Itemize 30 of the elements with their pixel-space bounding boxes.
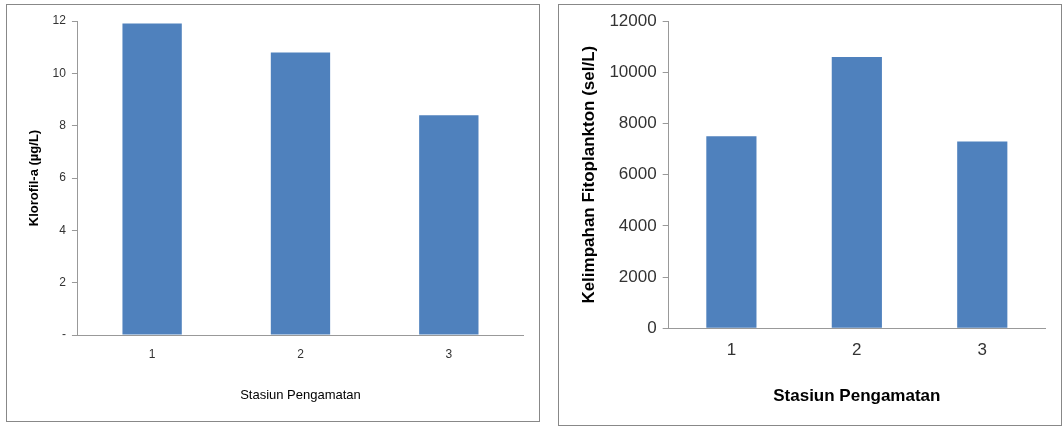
y-tick-label: 4: [59, 222, 67, 237]
bar: [270, 52, 331, 335]
y-tick-label: 10000: [609, 62, 657, 82]
bar: [419, 115, 479, 335]
y-tick-label: 10: [52, 65, 67, 80]
bar: [706, 136, 757, 328]
x-axis-title: Stasiun Pengamatan: [240, 386, 361, 402]
y-tick-label: 6000: [618, 164, 657, 184]
x-axis-title: Stasiun Pengamatan: [773, 386, 941, 406]
y-tick-label: 12: [52, 13, 67, 28]
y-tick-label: 0: [647, 317, 657, 337]
bar: [122, 23, 182, 335]
y-tick-label: 2: [59, 274, 67, 289]
bar: [831, 57, 882, 328]
y-axis-title: Kelimpahan Fitoplankton (sel/L): [578, 45, 598, 304]
x-tick-label: 2: [297, 346, 305, 361]
bar: [957, 141, 1008, 328]
y-tick-label: -: [61, 327, 66, 342]
x-tick-label: 3: [977, 340, 988, 360]
y-axis-title: Klorofil-a (µg/L): [26, 129, 42, 227]
x-tick-label: 1: [148, 346, 156, 361]
y-tick-label: 4000: [618, 215, 657, 235]
y-tick-label: 12000: [609, 10, 657, 30]
x-tick-label: 3: [445, 346, 453, 361]
x-tick-label: 1: [726, 340, 737, 360]
y-tick-label: 6: [59, 170, 67, 185]
y-tick-label: 8: [59, 117, 67, 132]
y-tick-label: 8000: [618, 113, 657, 133]
x-tick-label: 2: [852, 340, 862, 360]
y-tick-label: 2000: [618, 266, 657, 286]
